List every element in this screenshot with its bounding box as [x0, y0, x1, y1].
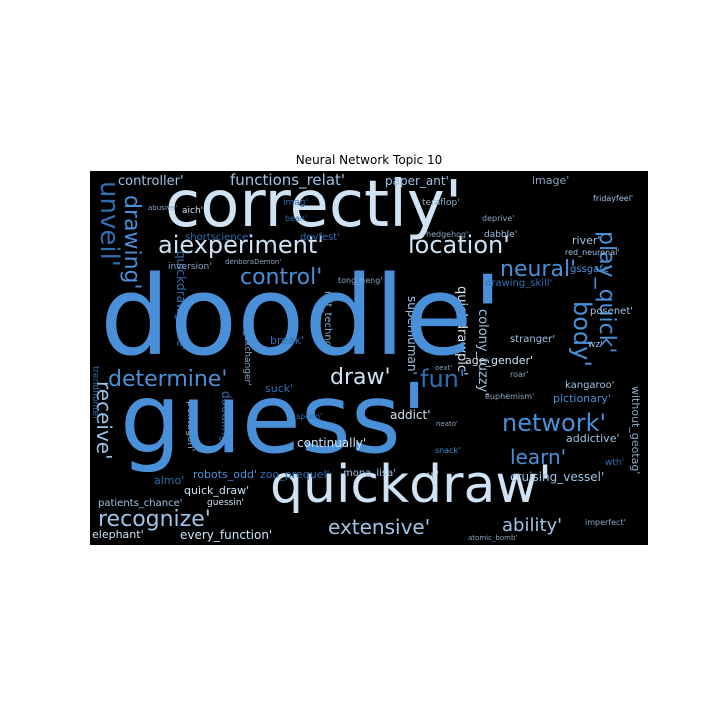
word-without-geotag: without_geotag': [629, 386, 642, 475]
word-teraflop: teraflop': [422, 198, 460, 208]
word-wz: wz': [588, 340, 603, 350]
word-quick-draw: quick_draw': [184, 484, 250, 497]
word-drawing-skill: drawing_skill': [485, 278, 553, 289]
word-every-function: every_function': [180, 528, 273, 542]
word-river: river': [572, 234, 601, 247]
word-red-neuronal: red_neuronal': [565, 248, 620, 257]
word-ui: ui': [427, 470, 439, 481]
word-receive: receive': [92, 381, 116, 460]
word-drawing: drawing': [119, 195, 144, 290]
word-addict: addict': [390, 408, 431, 422]
word-cloud: unveil' drawing' receive' quickdrawgame'…: [90, 171, 648, 545]
word-kangaroo: kangaroo': [565, 380, 615, 391]
word-pictionary: pictionary': [553, 392, 611, 405]
word-control: control': [240, 265, 323, 290]
word-superhuman: superhuman': [405, 296, 419, 375]
word-extensive: extensive': [328, 515, 431, 539]
word-atomic-bomb: atomic_bomb': [468, 534, 518, 542]
word-snack: snack': [435, 446, 461, 455]
word-guessin: guessin': [207, 498, 245, 508]
word-suck: suck': [265, 382, 294, 395]
word-oext: oext': [435, 364, 453, 372]
word-abusive: abusive': [148, 204, 178, 212]
word-zoo-prequel: zoo_prequel': [260, 468, 330, 481]
word-imperfect: imperfect': [585, 518, 626, 527]
word-devfest: devfest': [300, 232, 340, 243]
word-break: break': [270, 334, 305, 347]
word-wth: wth': [605, 458, 625, 468]
word-functions-relat: functions_relat': [230, 171, 346, 189]
word-heat-exchanger: heat_exchanger': [242, 311, 252, 386]
word-trendhunter: trendhunter': [90, 366, 100, 423]
word-denboradeemon: denboraDemon': [225, 258, 282, 266]
word-controller: controller': [118, 174, 184, 189]
word-gssgafe: gssgafe': [570, 264, 612, 275]
word-almo: almo': [154, 474, 185, 487]
word-doodle: doodle': [100, 252, 503, 380]
word-continually: continually': [297, 436, 367, 450]
word-image: image': [532, 174, 570, 187]
word-inversion: inversion': [168, 262, 212, 272]
word-aich: aich': [182, 206, 204, 216]
word-neural: neural': [500, 257, 577, 282]
word-mit-technol: mit_technol': [322, 291, 333, 353]
word-colony-fuzzy: colony_fuzzy': [475, 309, 490, 396]
word-tong-heng: tong_heng': [338, 276, 383, 285]
word-posenet: posenet': [590, 306, 633, 317]
word-recognize: recognize': [98, 507, 211, 532]
word-unveil: unveil': [94, 181, 124, 267]
word-dabble: dabble': [484, 230, 518, 240]
word-guess: guess': [120, 363, 428, 475]
word-elephant: elephant': [92, 528, 144, 541]
word-imag: imag': [283, 198, 308, 208]
word-fridayfeel: fridayfeel': [593, 194, 634, 203]
word-aiexperiment: aiexperiment': [158, 231, 324, 259]
word-deprive: deprive': [482, 214, 515, 223]
word-roar: roar': [510, 370, 529, 379]
word-mona-lisa: mona_lisa': [343, 468, 396, 479]
word-network: network': [502, 409, 607, 437]
word-spoon: spoon': [296, 412, 323, 421]
word-quickdrawgame: quickdrawgame': [174, 251, 188, 351]
word-learn: learn': [510, 445, 567, 469]
word-patients-chance: patients_chance': [98, 498, 183, 509]
word-ability: ability': [502, 515, 563, 536]
word-fun: fun': [420, 365, 466, 393]
word-play-quick: play_quick': [594, 231, 619, 354]
word-addictive: addictive': [566, 432, 620, 445]
word-body: body': [568, 301, 596, 367]
word-doodling: doodling': [219, 391, 233, 447]
word-bean: bean': [285, 214, 308, 223]
word-quickdraw: quickdraw': [270, 455, 553, 515]
word-hedgehog: hedgehog': [426, 230, 469, 239]
word-location: location': [408, 231, 510, 259]
word-paper-ant: paper_ant': [385, 174, 449, 188]
word-stranger: stranger': [510, 334, 556, 345]
word-neato: neato': [436, 420, 458, 428]
word-cruising-vessel: cruising_vessel': [510, 470, 605, 484]
word-age-gender: age_gender': [465, 354, 534, 367]
word-euphemism: euphemism': [485, 392, 535, 401]
figure-title: Neural Network Topic 10: [295, 153, 443, 167]
word-shortscience: shortscience': [185, 232, 252, 243]
word-correctly: correctly': [165, 171, 463, 242]
word-pentagon: pentagon': [185, 401, 196, 452]
word-quickdrawpic: quickdrawpic': [454, 286, 469, 376]
word-robots-odd: robots_odd': [193, 468, 257, 481]
word-draw: draw': [330, 365, 391, 390]
word-determine: determine': [108, 367, 228, 392]
